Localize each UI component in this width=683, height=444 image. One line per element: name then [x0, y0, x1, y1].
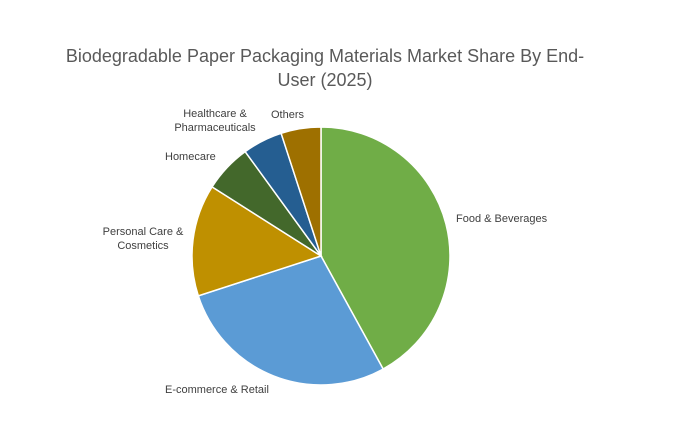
label-ecommerce-retail: E-commerce & Retail: [165, 384, 269, 396]
pie-slice-food-beverages: [320, 126, 451, 371]
pie-slice-e-commerce-retail: [197, 255, 385, 386]
pie-slice-others: [280, 126, 322, 257]
chart-title: Biodegradable Paper Packaging Materials …: [65, 46, 585, 90]
label-homecare: Homecare: [165, 151, 216, 163]
pie-slice-personal-care-cosmetics: [191, 185, 323, 297]
label-healthcare: Healthcare & Pharmaceuticals: [174, 108, 256, 134]
label-food-beverages: Food & Beverages: [456, 213, 548, 225]
label-others: Others: [271, 109, 305, 121]
label-personal-care: Personal Care & Cosmetics: [102, 226, 184, 252]
